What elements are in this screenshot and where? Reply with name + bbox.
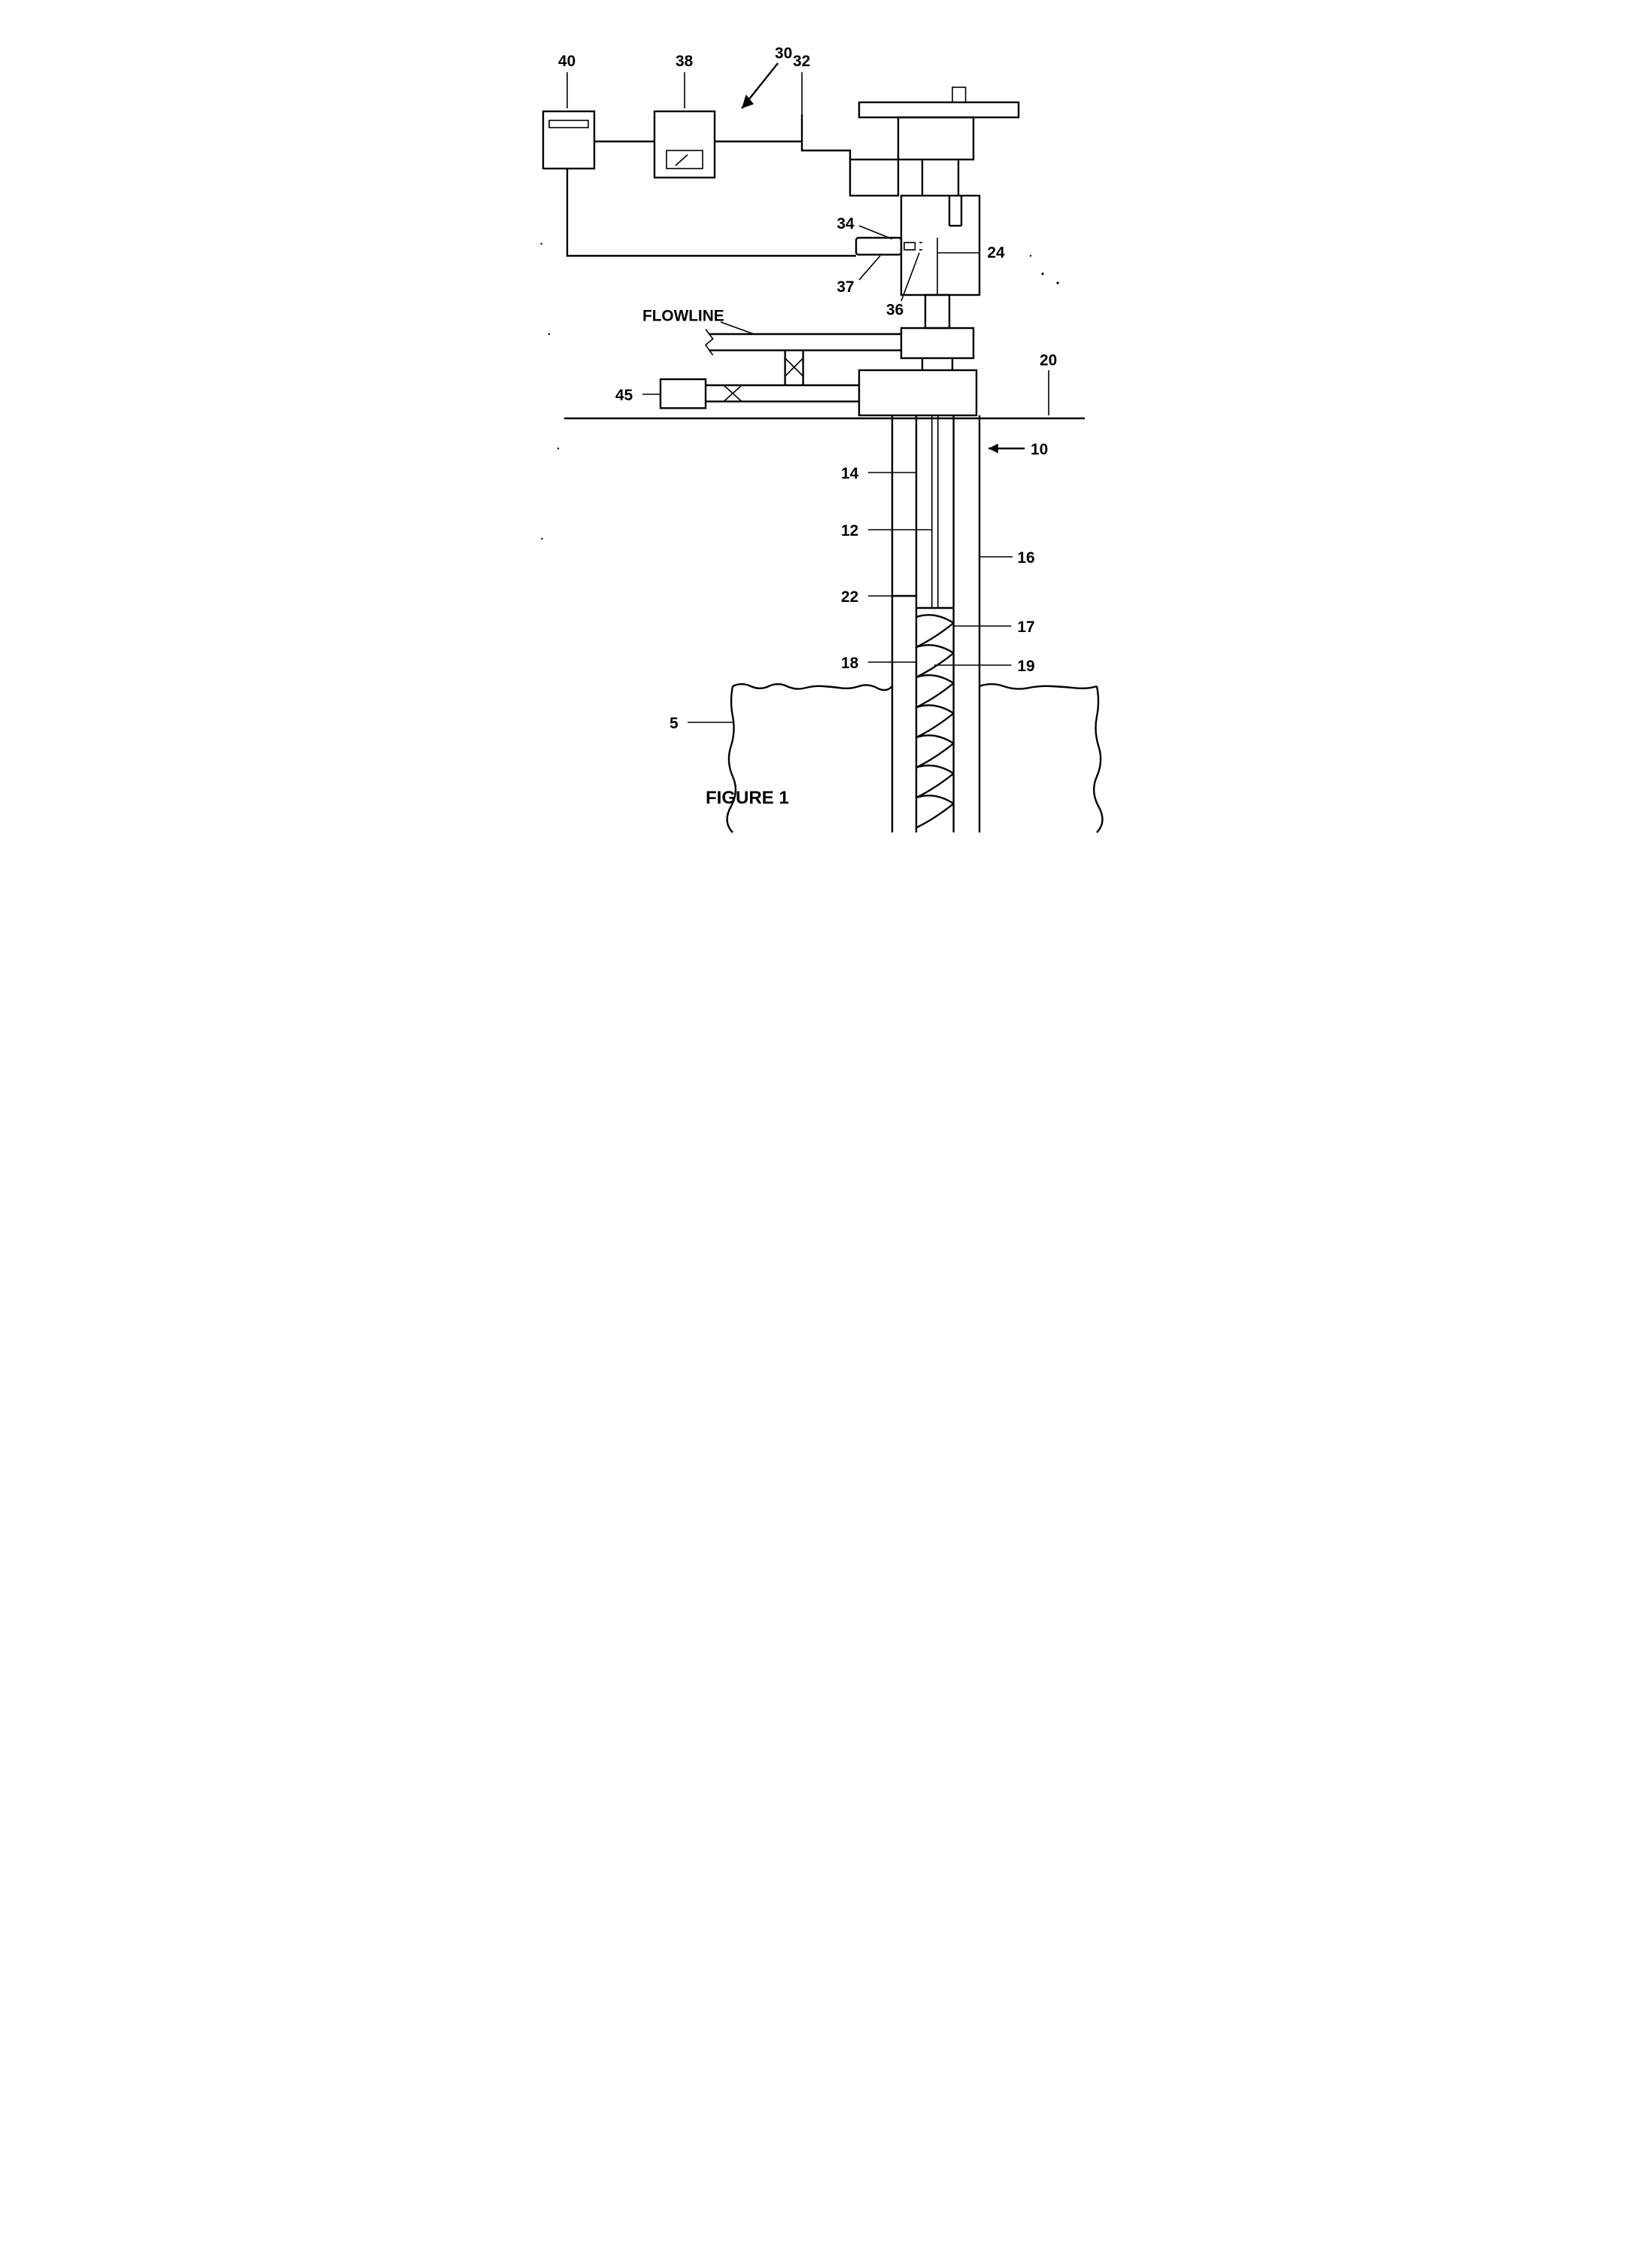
label-16: 16	[1017, 549, 1034, 567]
label-37: 37	[837, 278, 854, 296]
label-24: 24	[987, 244, 1005, 261]
label-30: 30	[775, 45, 792, 62]
label-5: 5	[670, 715, 679, 732]
label-22: 22	[841, 588, 858, 606]
pump-helix	[916, 615, 954, 828]
label-45: 45	[615, 387, 633, 404]
label-20: 20	[1040, 352, 1057, 369]
label-12: 12	[841, 522, 858, 539]
label-flowline: FLOWLINE	[642, 307, 724, 324]
label-32: 32	[793, 53, 810, 70]
formation-right	[979, 684, 1097, 688]
label-40: 40	[558, 53, 575, 70]
label-38: 38	[676, 53, 693, 70]
diagram-canvas: 40 38 30 32 34 24 37 36 FLOWLINE 20 45 1…	[525, 15, 1127, 834]
sensor-body	[856, 238, 901, 254]
box-45	[660, 379, 706, 408]
label-19: 19	[1017, 658, 1034, 675]
box-38	[654, 111, 715, 178]
wellhead-block	[859, 370, 976, 415]
figure-title: FIGURE 1	[706, 788, 789, 808]
label-34: 34	[837, 215, 855, 233]
formation-left	[733, 684, 892, 690]
label-36: 36	[886, 301, 903, 318]
housing-24	[901, 196, 979, 295]
top-platform	[859, 102, 1019, 117]
label-10: 10	[1031, 441, 1048, 458]
label-18: 18	[841, 655, 858, 672]
label-14: 14	[841, 465, 859, 482]
label-17: 17	[1017, 618, 1034, 636]
flowline-tee	[901, 328, 973, 358]
